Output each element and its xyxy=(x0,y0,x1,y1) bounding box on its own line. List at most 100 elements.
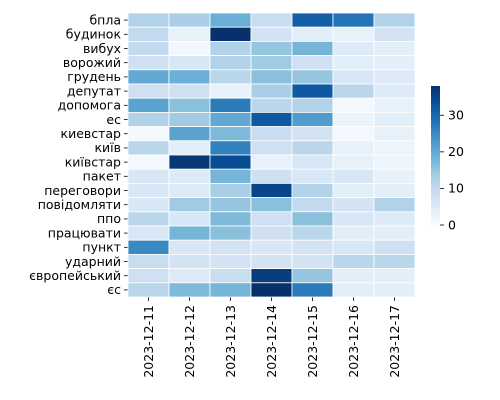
heatmap-cell: ворожий / 2023-12-17: 4 xyxy=(373,55,416,71)
heatmap-cell: єс / 2023-12-11: 11 xyxy=(127,282,170,298)
colorbar-tick-label: 30 xyxy=(448,108,464,123)
row-label: будинок xyxy=(66,27,122,42)
heatmap-cell: грудень / 2023-12-12: 19 xyxy=(168,69,211,85)
heatmap-cell: вибух / 2023-12-13: 12 xyxy=(209,41,252,57)
heatmap-cell: повідомляти / 2023-12-13: 15 xyxy=(209,197,252,213)
heatmap-cell: киевстар / 2023-12-17: 3 xyxy=(373,126,416,142)
heatmap-cell: допомога / 2023-12-12: 16 xyxy=(168,97,211,113)
heatmap-cell: київстар / 2023-12-17: 2 xyxy=(373,154,416,170)
heatmap-cell: бпла / 2023-12-11: 12 xyxy=(127,12,170,28)
heatmap-cell: бпла / 2023-12-14: 9 xyxy=(250,12,293,28)
heatmap-cell: вибух / 2023-12-12: 1 xyxy=(168,41,211,57)
heatmap-cell: пункт / 2023-12-12: 6 xyxy=(168,239,211,255)
heatmap-cell: будинок / 2023-12-11: 10 xyxy=(127,26,170,42)
heatmap-cell: ппо / 2023-12-12: 6 xyxy=(168,211,211,227)
heatmap-cell: київ / 2023-12-15: 11 xyxy=(291,140,334,156)
heatmap-cell: пункт / 2023-12-11: 25 xyxy=(127,239,170,255)
heatmap-cell: київ / 2023-12-12: 4 xyxy=(168,140,211,156)
heatmap-cell: переговори / 2023-12-15: 12 xyxy=(291,182,334,198)
heatmap-cell: пакет / 2023-12-17: 3 xyxy=(373,168,416,184)
heatmap-cell: ворожий / 2023-12-15: 8 xyxy=(291,55,334,71)
heatmap-cell: бпла / 2023-12-15: 31 xyxy=(291,12,334,28)
heatmap-cell: вибух / 2023-12-15: 18 xyxy=(291,41,334,57)
heatmap-cell: переговори / 2023-12-16: 4 xyxy=(332,182,375,198)
heatmap-cell: працювати / 2023-12-13: 16 xyxy=(209,225,252,241)
heatmap-cell: європейський / 2023-12-14: 36 xyxy=(250,268,293,284)
row-label: вибух xyxy=(83,41,121,56)
heatmap-cell: будинок / 2023-12-14: 7 xyxy=(250,26,293,42)
heatmap-cell: ударний / 2023-12-16: 11 xyxy=(332,253,375,269)
heatmap-cell: будинок / 2023-12-12: 3 xyxy=(168,26,211,42)
heatmap-cell: пакет / 2023-12-14: 8 xyxy=(250,168,293,184)
heatmap-cell: ес / 2023-12-13: 20 xyxy=(209,112,252,128)
heatmap-cell: киевстар / 2023-12-11: 1 xyxy=(127,126,170,142)
heatmap-cell: киевстар / 2023-12-12: 21 xyxy=(168,126,211,142)
heatmap-cell: єс / 2023-12-13: 18 xyxy=(209,282,252,298)
heatmap-cells: бпла / 2023-12-11: 12бпла / 2023-12-12: … xyxy=(127,12,416,298)
heatmap-cell: київ / 2023-12-17: 2 xyxy=(373,140,416,156)
heatmap-cell: ворожий / 2023-12-14: 14 xyxy=(250,55,293,71)
heatmap-cell: київстар / 2023-12-14: 3 xyxy=(250,154,293,170)
heatmap-cell: пакет / 2023-12-13: 18 xyxy=(209,168,252,184)
column-labels: 2023-12-11 2023-12-12 2023-12-13 2023-12-14… xyxy=(141,297,402,378)
heatmap-cell: ппо / 2023-12-17: 5 xyxy=(373,211,416,227)
heatmap-cell: переговори / 2023-12-11: 6 xyxy=(127,182,170,198)
heatmap-cell: вибух / 2023-12-11: 10 xyxy=(127,41,170,57)
heatmap-cell: київ / 2023-12-14: 8 xyxy=(250,140,293,156)
heatmap-cell: ппо / 2023-12-16: 6 xyxy=(332,211,375,227)
row-label: повідомляти xyxy=(38,197,121,212)
heatmap-cell: ес / 2023-12-14: 32 xyxy=(250,112,293,128)
heatmap-cell: європейський / 2023-12-16: 4 xyxy=(332,268,375,284)
heatmap-cell: пункт / 2023-12-17: 8 xyxy=(373,239,416,255)
heatmap-cell: працювати / 2023-12-15: 11 xyxy=(291,225,334,241)
row-label: київ xyxy=(94,140,121,155)
row-label: пакет xyxy=(83,169,121,184)
heatmap-cell: київстар / 2023-12-13: 34 xyxy=(209,154,252,170)
heatmap-cell: допомога / 2023-12-14: 11 xyxy=(250,97,293,113)
heatmap-cell: депутат / 2023-12-13: 3 xyxy=(209,83,252,99)
row-label: пункт xyxy=(82,240,121,255)
heatmap-cell: бпла / 2023-12-12: 13 xyxy=(168,12,211,28)
colorbar-tick-label: 0 xyxy=(448,217,456,232)
column-label: 2023-12-13 xyxy=(223,305,238,378)
heatmap-cell: ударний / 2023-12-13: 7 xyxy=(209,253,252,269)
row-label: допомога xyxy=(58,98,121,113)
heatmap-cell: повідомляти / 2023-12-14: 16 xyxy=(250,197,293,213)
heatmap-cell: пакет / 2023-12-16: 6 xyxy=(332,168,375,184)
colorbar: 0 10 20 30 xyxy=(431,86,464,232)
heatmap-cell: київ / 2023-12-11: 11 xyxy=(127,140,170,156)
heatmap-cell: ударний / 2023-12-12: 7 xyxy=(168,253,211,269)
colorbar-tick-label: 20 xyxy=(448,144,464,159)
heatmap-cell: киевстар / 2023-12-16: 1 xyxy=(332,126,375,142)
heatmap-cell: ес / 2023-12-17: 4 xyxy=(373,112,416,128)
row-label: працювати xyxy=(48,225,121,240)
heatmap-cell: пункт / 2023-12-13: 7 xyxy=(209,239,252,255)
row-label: європейський xyxy=(29,268,121,283)
heatmap-cell: повідомляти / 2023-12-11: 6 xyxy=(127,197,170,213)
heatmap-cell: київстар / 2023-12-15: 6 xyxy=(291,154,334,170)
row-label: київстар xyxy=(65,154,121,169)
heatmap-cell: працювати / 2023-12-11: 6 xyxy=(127,225,170,241)
heatmap-cell: київ / 2023-12-16: 3 xyxy=(332,140,375,156)
column-label: 2023-12-15 xyxy=(305,305,320,378)
heatmap-cell: бпла / 2023-12-16: 28 xyxy=(332,12,375,28)
heatmap-cell: переговори / 2023-12-12: 5 xyxy=(168,182,211,198)
heatmap-cell: пакет / 2023-12-15: 6 xyxy=(291,168,334,184)
heatmap-cell: європейський / 2023-12-12: 5 xyxy=(168,268,211,284)
heatmap-cell: бпла / 2023-12-17: 12 xyxy=(373,12,416,28)
heatmap-cell: пункт / 2023-12-15: 7 xyxy=(291,239,334,255)
row-labels: бплабудиноквибухворожийгруденьдепутатдоп… xyxy=(29,12,128,297)
heatmap-cell: ударний / 2023-12-17: 11 xyxy=(373,253,416,269)
heatmap-cell: будинок / 2023-12-15: 4 xyxy=(291,26,334,42)
row-label: киевстар xyxy=(61,126,122,141)
heatmap-cell: київ / 2023-12-13: 26 xyxy=(209,140,252,156)
heatmap-cell: ппо / 2023-12-15: 16 xyxy=(291,211,334,227)
heatmap-cell: грудень / 2023-12-13: 11 xyxy=(209,69,252,85)
heatmap-cell: ударний / 2023-12-14: 7 xyxy=(250,253,293,269)
heatmap-cell: ппо / 2023-12-14: 8 xyxy=(250,211,293,227)
heatmap-cell: киевстар / 2023-12-15: 7 xyxy=(291,126,334,142)
heatmap-cell: грудень / 2023-12-16: 6 xyxy=(332,69,375,85)
row-label: ппо xyxy=(97,211,121,226)
heatmap-cell: єс / 2023-12-12: 17 xyxy=(168,282,211,298)
colorbar-tick-label: 10 xyxy=(448,181,464,196)
